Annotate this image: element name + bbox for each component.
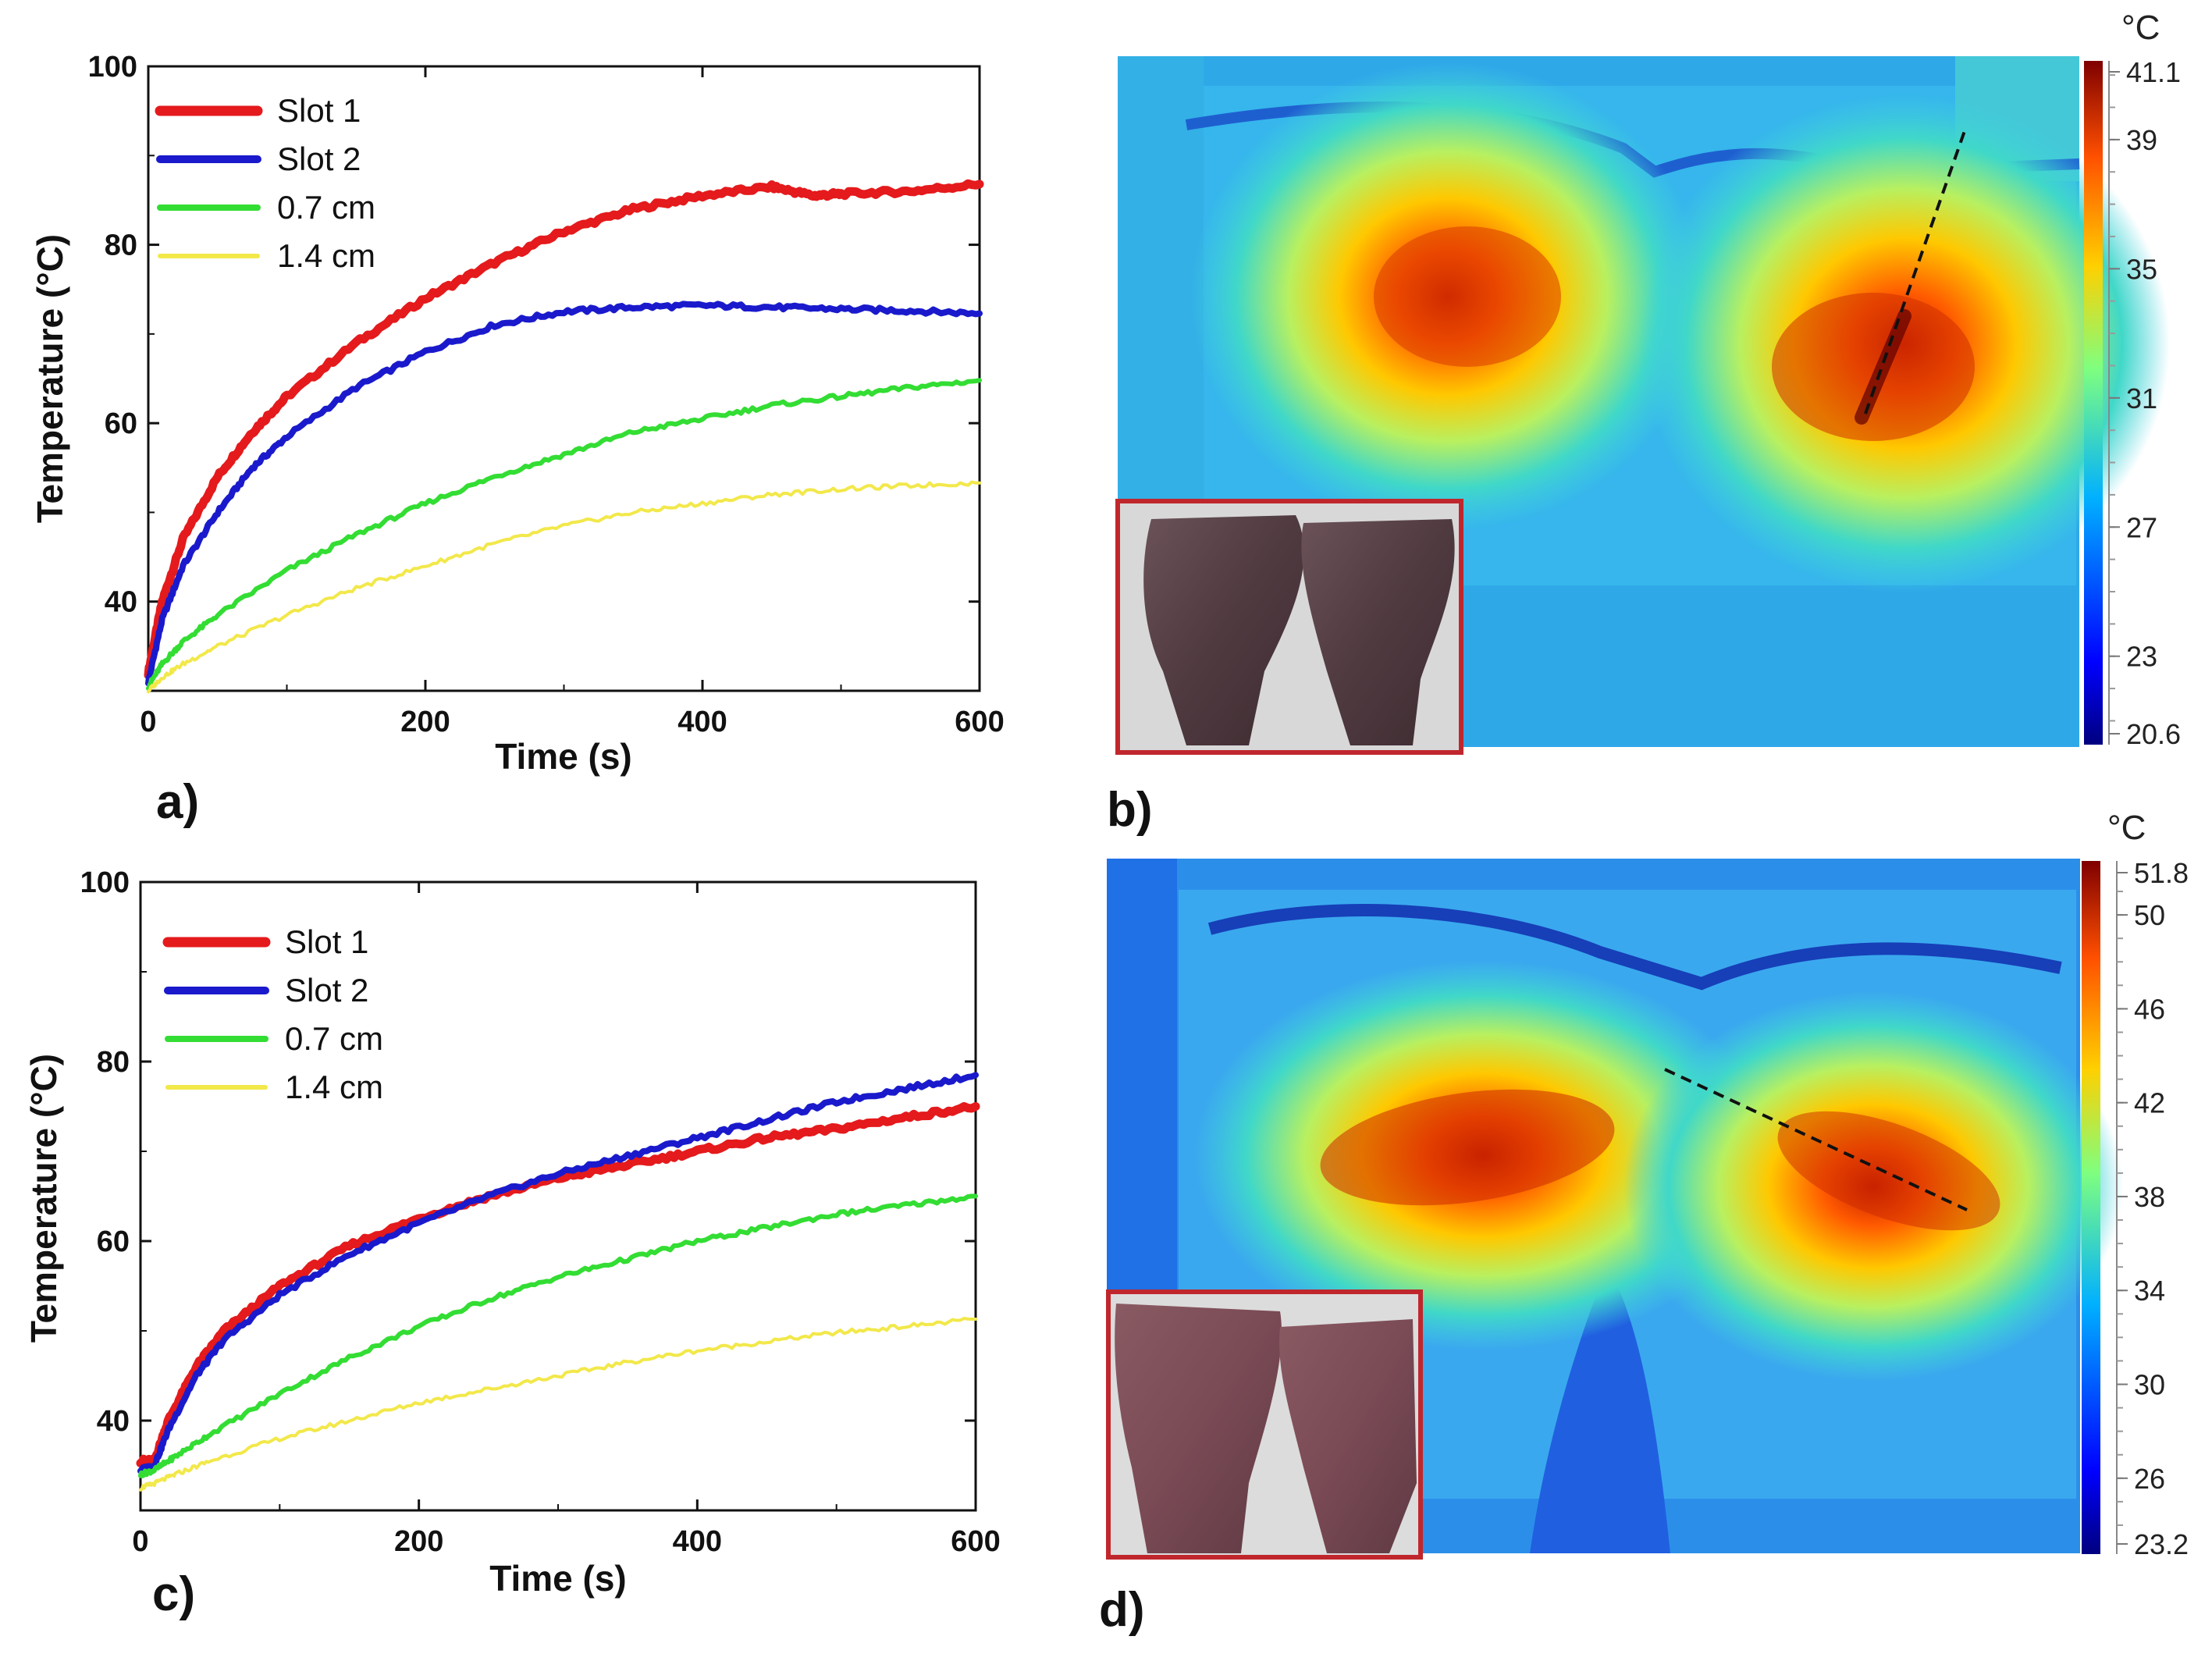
a-legend-label: 1.4 cm xyxy=(277,237,375,274)
a-y-tick-label: 60 xyxy=(105,407,137,440)
b-cbar-ticks-tick-label: 31 xyxy=(2126,382,2157,414)
d-cbar-ticks-tick-label: 23.2 xyxy=(2134,1528,2189,1560)
a-y-tick-label: 100 xyxy=(88,51,137,84)
panel-c-label: c) xyxy=(152,1567,195,1621)
c-legend-label: Slot 1 xyxy=(285,923,368,960)
panel-d-tissue-edge xyxy=(1207,904,2062,991)
c-y-tick-label: 60 xyxy=(97,1225,130,1258)
c-series-line-1-4-cm xyxy=(139,1317,977,1492)
c-series-line-slot-2 xyxy=(137,1072,979,1474)
panel-b-core-right xyxy=(1772,293,1975,441)
d-cbar-ticks-tick-label: 46 xyxy=(2134,993,2165,1025)
b-cbar-ticks-tick-label: 35 xyxy=(2126,253,2157,285)
panel-d-core-left xyxy=(1320,1089,1615,1206)
d-cbar-ticks-tick-label: 50 xyxy=(2134,899,2165,931)
c-legend-label: Slot 2 xyxy=(285,972,368,1008)
c-series-line-0-7-cm xyxy=(138,1193,978,1478)
d-cbar-ticks-tick-label: 30 xyxy=(2134,1369,2165,1401)
panel-a-chart: 0 200 400 600 40 60 80 100 Slot 1 Slot 2 0.7 cm 1.… xyxy=(30,51,1005,829)
a-y-tick-label: 80 xyxy=(105,229,137,262)
panel-b-colorbar-unit: °C xyxy=(2121,9,2160,47)
d-cbar-ticks-tick-label: 26 xyxy=(2134,1463,2165,1495)
a-x-tick-label: 200 xyxy=(400,706,450,738)
a-x-tick-label: 600 xyxy=(955,706,1004,738)
panel-c-chart: 0 200 400 600 40 60 80 100 Slot 1 Slot 2 0.7 cm 1.… xyxy=(23,866,1001,1621)
b-cbar-ticks-tick-label: 20.6 xyxy=(2126,718,2181,750)
a-legend-label: 0.7 cm xyxy=(277,189,375,226)
panel-d-inset-sample-right xyxy=(1279,1319,1417,1553)
panel-d-colorbar-unit: °C xyxy=(2107,809,2146,847)
c-legend-label: 0.7 cm xyxy=(285,1020,383,1057)
panel-a-x-axis-title: Time (s) xyxy=(495,736,632,777)
panel-d-label: d) xyxy=(1099,1583,1145,1637)
panel-c-plot-frame xyxy=(139,880,977,1512)
a-series-line-slot-2 xyxy=(145,301,983,687)
panel-b-colorbar xyxy=(2084,61,2103,745)
panel-a-y-axis-title: Temperature (°C) xyxy=(30,234,70,523)
panel-a-label: a) xyxy=(156,775,199,829)
panel-a-plot-frame xyxy=(147,65,981,692)
a-series-line-slot-1 xyxy=(144,179,984,680)
panel-b-core-left xyxy=(1374,226,1561,367)
a-series-line-0-7-cm xyxy=(146,378,982,691)
panel-d-gap-region xyxy=(1530,1265,1670,1553)
c-x-tick-label: 400 xyxy=(673,1525,722,1558)
a-y-tick-label: 40 xyxy=(105,586,137,619)
panel-b-inset-sample-left xyxy=(1143,515,1304,745)
d-cbar-ticks-tick-label: 51.8 xyxy=(2134,857,2189,889)
panel-b-thermal-image: 41.1 39 35 31 27 23 20.6 °C b) xyxy=(1107,9,2181,837)
panel-b-dashed-probe-line xyxy=(1864,128,1967,414)
d-cbar-ticks-tick-label: 42 xyxy=(2134,1087,2165,1119)
c-x-tick-label: 0 xyxy=(132,1525,148,1558)
a-legend-label: Slot 2 xyxy=(277,141,361,177)
c-legend-label: 1.4 cm xyxy=(285,1069,383,1105)
panel-d-dashed-probe-line xyxy=(1664,1068,1968,1211)
b-cbar-ticks-tick-label: 23 xyxy=(2126,641,2157,673)
panel-d-thermal-image: 51.8 50 46 42 38 34 30 26 23.2 °C d) xyxy=(1099,809,2189,1637)
panel-c-y-axis-title: Temperature (°C) xyxy=(23,1054,64,1343)
panel-b-probe-track xyxy=(1855,309,1911,425)
panel-b-label: b) xyxy=(1107,783,1153,837)
panel-d-colorbar xyxy=(2082,861,2100,1554)
c-x-tick-label: 200 xyxy=(394,1525,443,1558)
a-x-tick-label: 400 xyxy=(677,706,727,738)
b-cbar-ticks-tick-label: 27 xyxy=(2126,511,2157,543)
c-y-tick-label: 80 xyxy=(97,1046,130,1079)
d-cbar-ticks-tick-label: 34 xyxy=(2134,1275,2165,1307)
a-legend-label: Slot 1 xyxy=(277,92,361,129)
c-series-line-slot-1 xyxy=(136,1102,980,1467)
panel-b-inset-sample-right xyxy=(1301,519,1455,745)
c-y-tick-label: 100 xyxy=(80,866,130,899)
c-x-tick-label: 600 xyxy=(951,1525,1000,1558)
d-cbar-ticks-tick-label: 38 xyxy=(2134,1181,2165,1213)
a-series-line-1-4-cm xyxy=(147,480,981,694)
b-cbar-ticks-tick-label: 39 xyxy=(2126,124,2157,156)
panel-d-inset-sample-left xyxy=(1115,1304,1282,1553)
c-y-tick-label: 40 xyxy=(97,1405,130,1438)
panel-c-x-axis-title: Time (s) xyxy=(489,1558,627,1599)
b-cbar-ticks-tick-label: 41.1 xyxy=(2126,56,2181,88)
a-x-tick-label: 0 xyxy=(140,706,156,738)
